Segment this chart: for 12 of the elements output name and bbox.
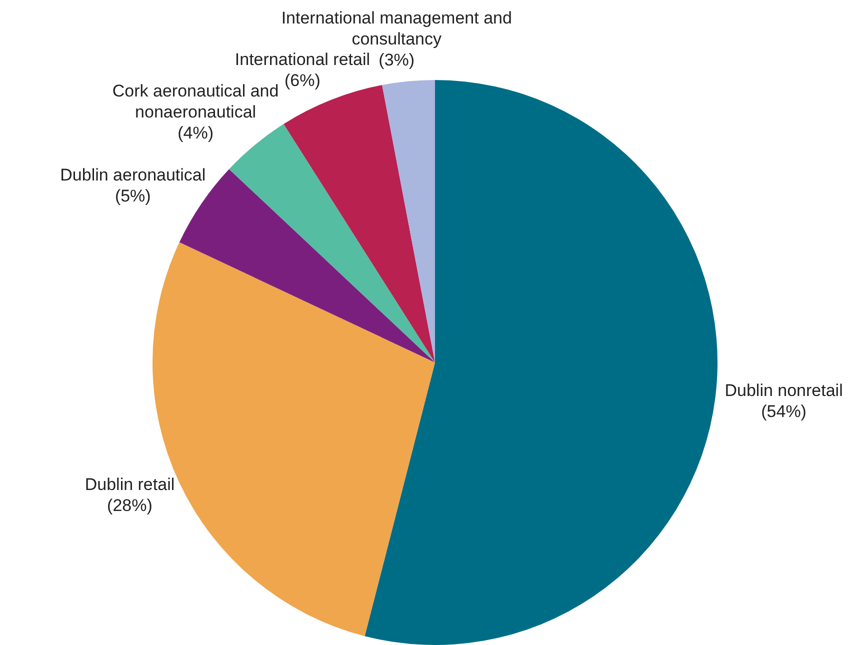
- data-label: (28%): [107, 496, 152, 516]
- data-label: (3%): [378, 50, 415, 70]
- slice-label: International retail: [234, 50, 370, 70]
- data-label: (6%): [284, 71, 320, 90]
- slice-label: Dublin retail: [84, 475, 175, 494]
- data-label: (4%): [178, 124, 214, 143]
- slice-label: Dublin aeronautical: [60, 165, 206, 184]
- slice-label: Dublin nonretail: [724, 380, 843, 400]
- slice-label: International management and consultancy: [281, 8, 512, 49]
- data-label: (5%): [114, 186, 151, 206]
- data-label: (54%): [761, 402, 806, 421]
- slice-label: Cork aeronautical and nonaeronautical: [112, 82, 279, 122]
